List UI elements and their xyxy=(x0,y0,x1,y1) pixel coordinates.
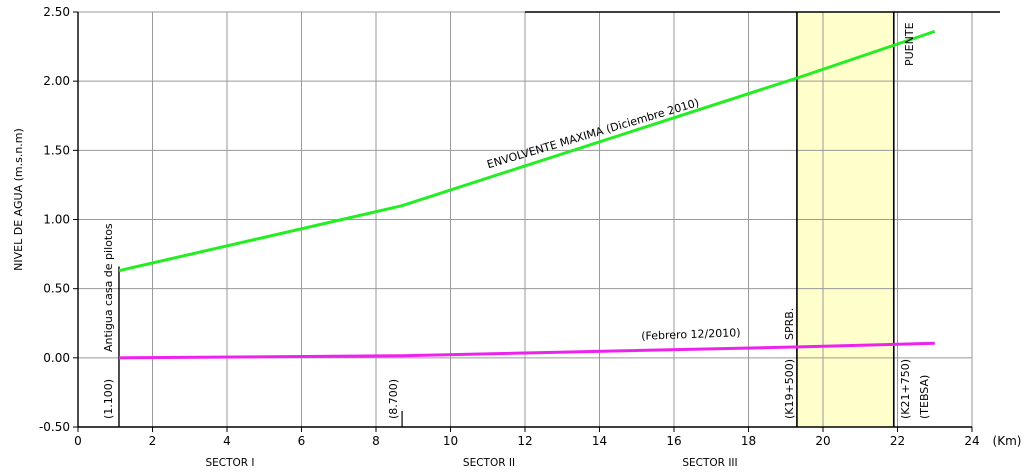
vertical-markers xyxy=(118,12,895,427)
x-tick-label: 12 xyxy=(517,434,532,448)
y-tick-label: 0.00 xyxy=(43,351,70,365)
marker-note-sprb: SPRB. xyxy=(783,308,796,340)
sector-label: SECTOR I xyxy=(205,457,254,469)
x-tick-label: 8 xyxy=(372,434,380,448)
y-axis-title: NIVEL DE AGUA (m.s.n.m) xyxy=(12,128,25,271)
y-tick-label: 2.00 xyxy=(43,74,70,88)
y-tick-label: 1.00 xyxy=(43,213,70,227)
marker-note-puente: PUENTE xyxy=(903,22,916,66)
x-tick-label: 22 xyxy=(890,434,905,448)
x-tick-label: 0 xyxy=(74,434,82,448)
x-tick-label: 24 xyxy=(964,434,979,448)
marker-label-k21750: (K21+750) xyxy=(899,359,912,419)
x-tick-label: 2 xyxy=(149,434,157,448)
marker-note-antigua-casa: Antigua casa de pilotos xyxy=(102,223,115,352)
x-tick-label: 16 xyxy=(666,434,681,448)
x-tick-label: 20 xyxy=(815,434,830,448)
series-line-febrero xyxy=(118,341,935,360)
x-tick-label: 14 xyxy=(592,434,607,448)
marker-note-tebsa: (TEBSA) xyxy=(918,375,931,419)
x-tick-label: 10 xyxy=(443,434,458,448)
marker-label-8700: (8.700) xyxy=(387,379,400,419)
sector-label: SECTOR II xyxy=(463,457,515,469)
y-tick-label: 1.50 xyxy=(43,143,70,157)
series-label-envolvente: ENVOLVENTE MAXIMA (Diciembre 2010) xyxy=(485,96,700,171)
x-tick-label: 18 xyxy=(741,434,756,448)
x-tick-label: 4 xyxy=(223,434,231,448)
grid xyxy=(78,11,1000,427)
y-tick-label: -0.50 xyxy=(39,420,70,434)
marker-label-1100: (1.100) xyxy=(102,379,115,419)
axes: -0.500.000.501.001.502.002.500 2 4 6 8 10 12 14… xyxy=(12,5,1021,448)
y-tick-label: 2.50 xyxy=(43,5,70,19)
x-unit-label: (Km) xyxy=(993,434,1022,448)
sector-label: SECTOR III xyxy=(682,457,737,469)
x-tick-label: 6 xyxy=(298,434,306,448)
y-tick-label: 0.50 xyxy=(43,282,70,296)
series-label-febrero: (Febrero 12/2010) xyxy=(641,326,741,342)
series-lines xyxy=(118,29,936,360)
marker-label-k19500: (K19+500) xyxy=(783,359,796,419)
series-line-envolvente xyxy=(118,29,936,273)
